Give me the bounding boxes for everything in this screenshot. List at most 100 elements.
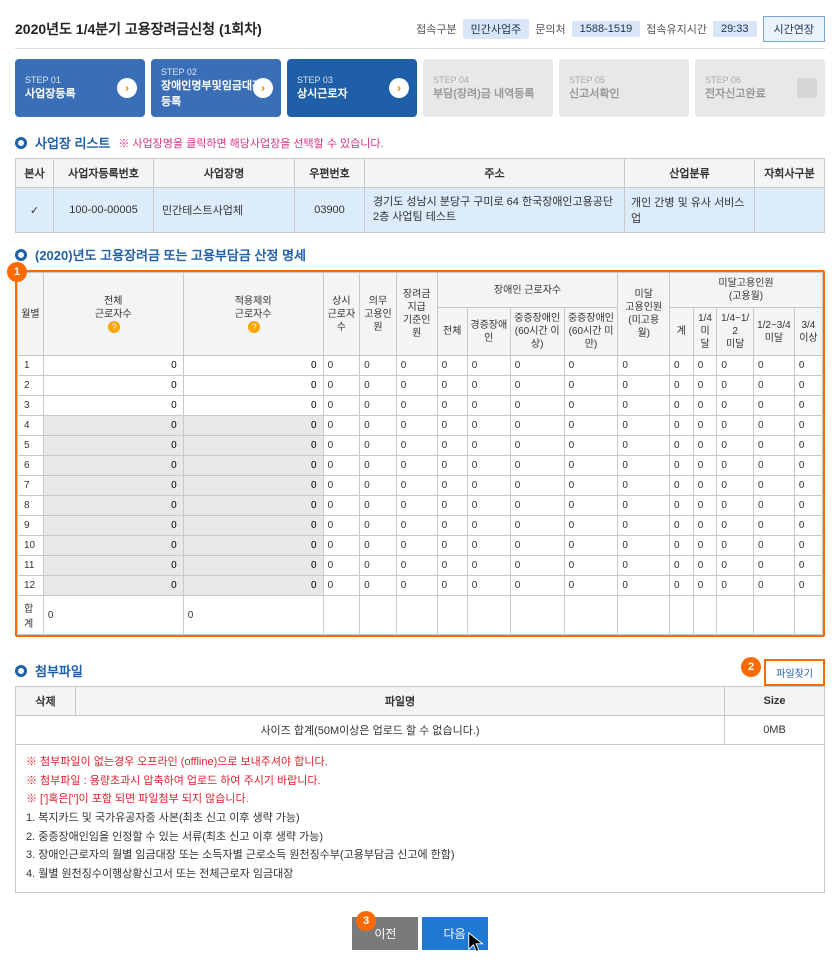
- section-dot-icon: [15, 137, 27, 149]
- cell-total-empty: [717, 596, 754, 635]
- access-type-label: 접속구분: [416, 21, 456, 37]
- worker-input[interactable]: [46, 360, 181, 371]
- cell-zero: 0: [717, 516, 754, 536]
- hdr-month: 월별: [18, 273, 44, 356]
- attach-note-red: ※ 첨부파일 : 용량초과시 압축하여 업로드 하여 주시기 바랍니다.: [26, 772, 814, 791]
- cell-zero: 0: [323, 556, 360, 576]
- cell-zero: 0: [510, 496, 564, 516]
- worker-input[interactable]: [46, 400, 181, 411]
- cell-zero: 0: [564, 376, 618, 396]
- step-item[interactable]: STEP 01 사업장등록›: [15, 59, 145, 117]
- data-row: 10000000000000: [18, 356, 823, 376]
- cell-zero: 0: [753, 376, 794, 396]
- page-header: 2020년도 1/4분기 고용장려금신청 (1회차) 접속구분 민간사업주 문의…: [15, 10, 825, 49]
- cell-zero: 0: [360, 556, 397, 576]
- cell-input: [43, 436, 183, 456]
- cell-zero: 0: [670, 496, 694, 516]
- extend-time-button[interactable]: 시간연장: [763, 16, 825, 42]
- cell-month: 11: [18, 556, 44, 576]
- cell-regno: 100-00-00005: [54, 188, 154, 233]
- cell-zero: 0: [510, 396, 564, 416]
- step-nav: STEP 01 사업장등록›STEP 02 장애인명부및임금대장등록›STEP …: [15, 59, 825, 117]
- step-item[interactable]: STEP 05 신고서확인: [559, 59, 689, 117]
- attach-size-value: 0MB: [725, 716, 825, 745]
- data-row: 110000000000000: [18, 556, 823, 576]
- cell-zero: 0: [693, 516, 717, 536]
- hdr-short-sub: 3/4이상: [794, 308, 822, 356]
- attach-size-row: 사이즈 합계(50M이상은 업로드 할 수 없습니다.) 0MB: [16, 716, 825, 745]
- attach-col-size: Size: [725, 687, 825, 716]
- data-row: 100000000000000: [18, 536, 823, 556]
- cell-zero: 0: [564, 496, 618, 516]
- cell-zero: 0: [396, 556, 437, 576]
- cell-zero: 0: [618, 536, 670, 556]
- cell-month: 10: [18, 536, 44, 556]
- cell-zero: 0: [323, 536, 360, 556]
- worker-input: [186, 520, 321, 531]
- cell-zero: 0: [437, 356, 467, 376]
- workplace-row[interactable]: ✓ 100-00-00005 민간테스트사업체 03900 경기도 성남시 분당…: [16, 188, 825, 233]
- cell-month: 9: [18, 516, 44, 536]
- cell-sub: [755, 188, 825, 233]
- worker-input[interactable]: [186, 400, 321, 411]
- cell-zero: 0: [618, 356, 670, 376]
- cell-zero: 0: [670, 476, 694, 496]
- marker-3: 3: [356, 911, 376, 931]
- col-zip: 우편번호: [295, 159, 365, 188]
- cell-zero: 0: [467, 456, 510, 476]
- cell-zero: 0: [717, 536, 754, 556]
- cell-zero: 0: [467, 356, 510, 376]
- hdr-mandatory: 의무고용인원: [360, 273, 397, 356]
- cell-zero: 0: [753, 396, 794, 416]
- worker-input: [46, 540, 181, 551]
- cell-zero: 0: [437, 456, 467, 476]
- cell-total-empty: [396, 596, 437, 635]
- calc-table: 월별 전체근로자수? 적용제외근로자수? 상시근로자수 의무고용인원 장려금지급…: [17, 272, 823, 635]
- cell-zero: 0: [437, 396, 467, 416]
- cell-total-empty: [618, 596, 670, 635]
- help-icon[interactable]: ?: [108, 321, 120, 333]
- step-item[interactable]: STEP 06 전자신고완료: [695, 59, 825, 117]
- cell-zero: 0: [437, 516, 467, 536]
- cell-zero: 0: [323, 516, 360, 536]
- worker-input[interactable]: [186, 360, 321, 371]
- hdr-short: 미달고용인원(미고용월): [618, 273, 670, 356]
- cell-zero: 0: [794, 496, 822, 516]
- cell-input: [183, 516, 323, 536]
- cell-month: 5: [18, 436, 44, 456]
- cell-zero: 0: [564, 536, 618, 556]
- step-item[interactable]: STEP 04 부담(장려)금 내역등록: [423, 59, 553, 117]
- cell-zero: 0: [717, 576, 754, 596]
- hdr-disabled-sub: 전체: [437, 308, 467, 356]
- cell-zero: 0: [717, 456, 754, 476]
- cell-input: [183, 356, 323, 376]
- cell-total-empty: [753, 596, 794, 635]
- cell-zero: 0: [396, 576, 437, 596]
- cell-zero: 0: [467, 496, 510, 516]
- cell-zero: 0: [323, 456, 360, 476]
- cell-input: [183, 576, 323, 596]
- step-item[interactable]: STEP 03 상시근로자›: [287, 59, 417, 117]
- cell-zero: 0: [618, 456, 670, 476]
- attach-note: 4. 월별 원천징수이행상황신고서 또는 전체근로자 임금대장: [26, 865, 814, 884]
- step-title: 신고서확인: [569, 85, 679, 101]
- worker-input[interactable]: [46, 380, 181, 391]
- cell-zero: 0: [693, 576, 717, 596]
- hdr-short-sub: 계: [670, 308, 694, 356]
- step-item[interactable]: STEP 02 장애인명부및임금대장등록›: [151, 59, 281, 117]
- attach-section-head: 첨부파일: [15, 661, 825, 680]
- cell-zero: 0: [693, 376, 717, 396]
- cell-zero: 0: [670, 436, 694, 456]
- cell-zero: 0: [564, 576, 618, 596]
- cell-zero: 0: [794, 536, 822, 556]
- help-icon[interactable]: ?: [248, 321, 260, 333]
- cell-zero: 0: [396, 356, 437, 376]
- worker-input[interactable]: [186, 380, 321, 391]
- file-browse-button[interactable]: 파일찾기: [764, 659, 825, 686]
- step-arrow-icon: ›: [389, 78, 409, 98]
- cell-input: [183, 396, 323, 416]
- cell-zero: 0: [396, 536, 437, 556]
- cell-zero: 0: [396, 376, 437, 396]
- cell-zero: 0: [794, 556, 822, 576]
- cell-total-empty: [794, 596, 822, 635]
